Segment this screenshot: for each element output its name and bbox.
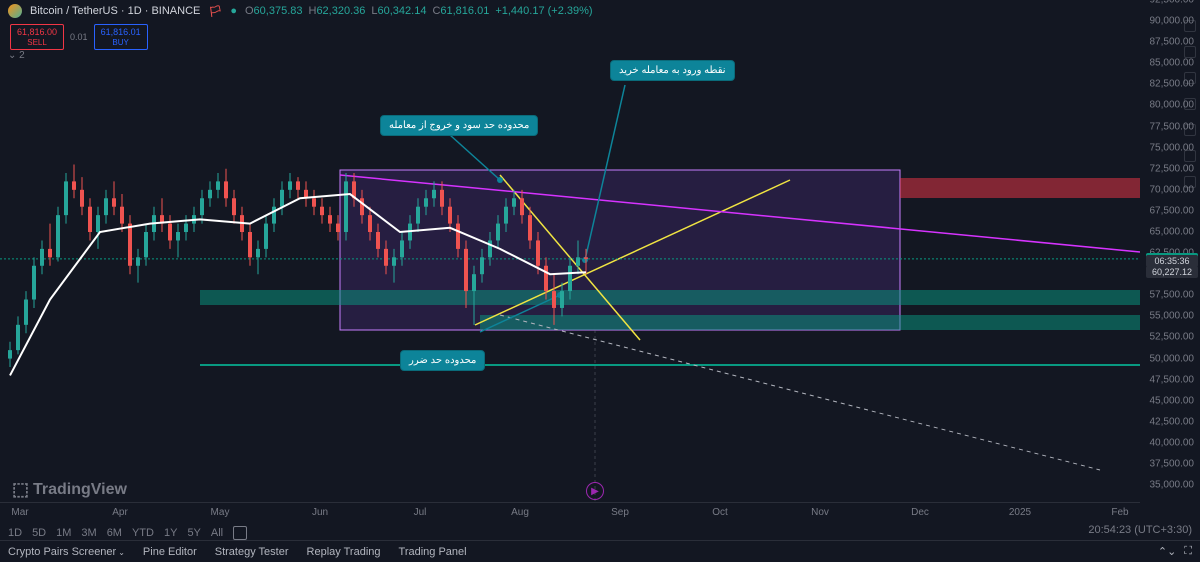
tf-5Y[interactable]: 5Y: [187, 527, 200, 539]
streams-icon[interactable]: [1184, 176, 1196, 188]
x-axis[interactable]: MarAprMayJunJulAugSepOctNovDec2025Feb: [0, 502, 1140, 522]
tab-strategy[interactable]: Strategy Tester: [215, 546, 289, 558]
tf-1D[interactable]: 1D: [8, 527, 22, 539]
callout-profit[interactable]: محدوده حد سود و خروج از معامله: [380, 115, 538, 136]
tab-trading[interactable]: Trading Panel: [399, 546, 467, 558]
right-toolbar: [1180, 20, 1200, 188]
tradingview-logo[interactable]: ⬚ TradingView: [12, 479, 127, 500]
calendar-icon[interactable]: [1184, 98, 1196, 110]
callout-stop[interactable]: محدوده حد ضرر: [400, 350, 485, 371]
tf-1Y[interactable]: 1Y: [164, 527, 177, 539]
chart-svg: [0, 0, 1140, 502]
tv-icon: ⬚: [12, 479, 29, 500]
chat-icon[interactable]: [1184, 150, 1196, 162]
tf-1M[interactable]: 1M: [56, 527, 71, 539]
panel-collapse-icon[interactable]: ⌃⌄: [1158, 545, 1176, 558]
goto-date-icon[interactable]: [233, 526, 247, 540]
callout-entry[interactable]: نقطه ورود به معامله خرید: [610, 60, 735, 81]
bottom-panel-tabs: Crypto Pairs Screener⌄ Pine Editor Strat…: [0, 540, 1200, 562]
panel-maximize-icon[interactable]: ⛶: [1184, 545, 1192, 558]
tf-YTD[interactable]: YTD: [132, 527, 154, 539]
tf-All[interactable]: All: [211, 527, 223, 539]
watchlist-icon[interactable]: [1184, 20, 1196, 32]
tab-screener[interactable]: Crypto Pairs Screener⌄: [8, 546, 125, 558]
ideas-icon[interactable]: [1184, 124, 1196, 136]
tf-6M[interactable]: 6M: [107, 527, 122, 539]
hotlist-icon[interactable]: [1184, 72, 1196, 84]
tf-5D[interactable]: 5D: [32, 527, 46, 539]
tab-replay[interactable]: Replay Trading: [307, 546, 381, 558]
tf-3M[interactable]: 3M: [81, 527, 96, 539]
tab-pine[interactable]: Pine Editor: [143, 546, 197, 558]
chart-area[interactable]: [0, 0, 1140, 502]
clock[interactable]: 20:54:23 (UTC+3:30): [1088, 524, 1192, 536]
alerts-icon[interactable]: [1184, 46, 1196, 58]
replay-marker[interactable]: ▶: [586, 482, 604, 500]
timeframe-bar: 1D 5D 1M 3M 6M YTD 1Y 5Y All: [8, 526, 247, 540]
